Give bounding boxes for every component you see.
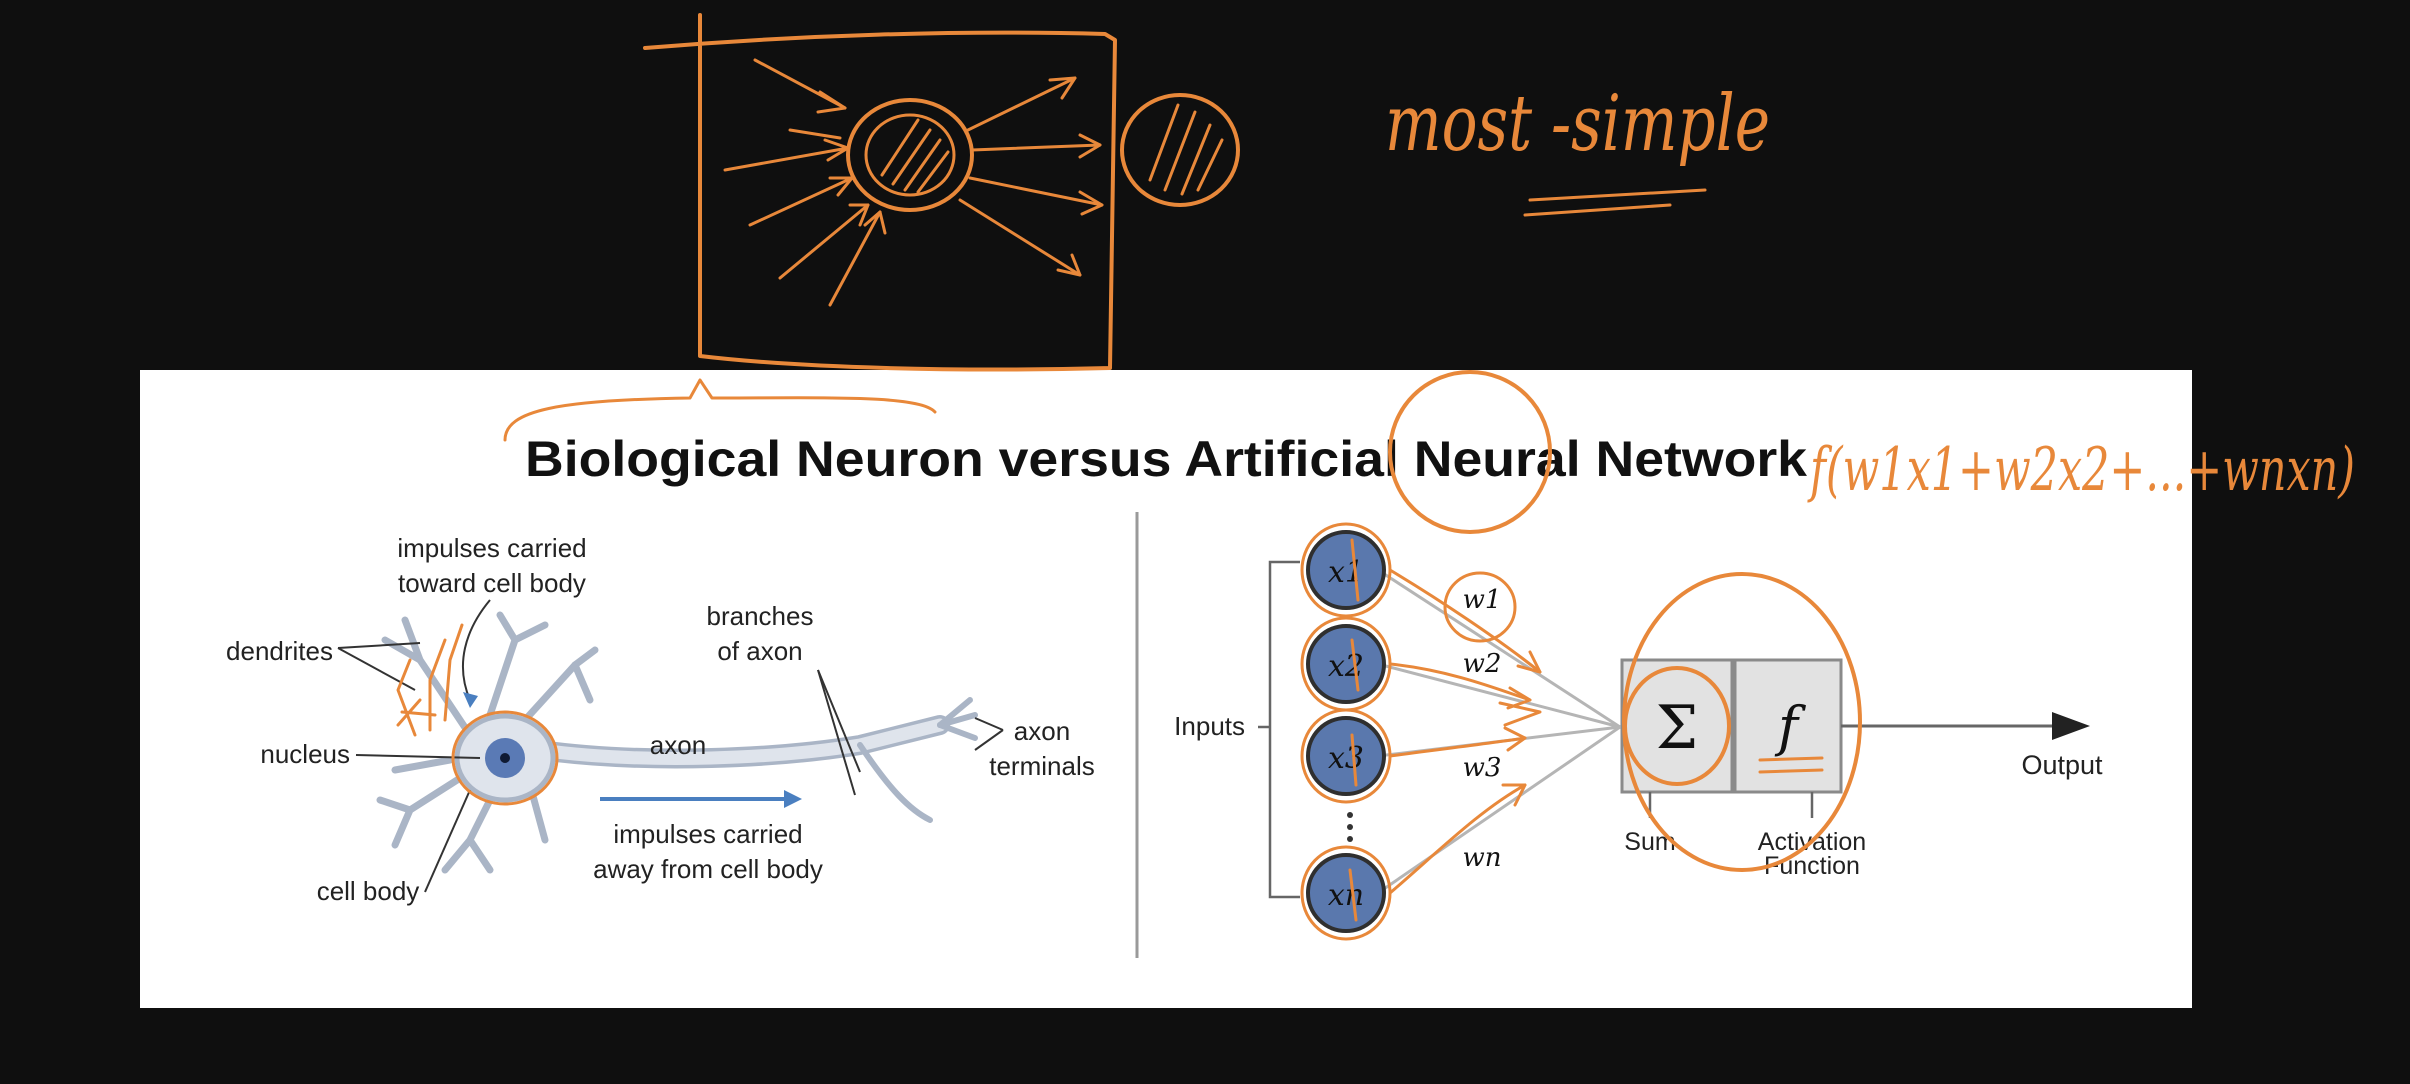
svg-text:x1: x1 (1328, 555, 1364, 590)
circle-neural (1388, 370, 1552, 534)
svg-text:xn: xn (1328, 878, 1364, 913)
svg-text:x2: x2 (1328, 649, 1364, 684)
input-node-x2: x2 (1306, 624, 1386, 704)
input-node-x1: x1 (1306, 530, 1386, 610)
biological-neuron-diagram: impulses carried toward cell body dendri… (226, 533, 1095, 906)
activation-label-line2: Function (1764, 852, 1860, 880)
impulses-away-line2: away from cell body (593, 854, 823, 884)
dendrites-label: dendrites (226, 636, 333, 666)
circle-neuron-unit (1622, 572, 1862, 872)
impulses-toward-line2: toward cell body (398, 568, 586, 598)
weight-w2: w2 (1463, 649, 1502, 679)
nucleus-label: nucleus (260, 739, 350, 769)
sketch-neuron (846, 98, 974, 212)
arrow-blue-icon (784, 790, 802, 808)
sum-label: Sum (1624, 828, 1675, 856)
handwritten-formula: f(w1x1+w2x2+...+wnxn) (1807, 435, 2355, 505)
axon-label: axon (650, 730, 706, 760)
slide-panel (140, 370, 2192, 1008)
sum-symbol: Σ (1656, 693, 1698, 763)
terminals-label-line1: axon (1014, 716, 1070, 746)
input-node-x3: x3 (1306, 716, 1386, 796)
annotation-layer: most -simple f(w1x1+w2x2+...+wnxn) (396, 13, 2355, 941)
input-node-xn: xn (1306, 853, 1386, 933)
weight-w3: w3 (1463, 753, 1502, 783)
slide-title: Biological Neuron versus Artificial Neur… (525, 431, 1807, 487)
brace-annotation (503, 378, 937, 442)
branches-label-line2: of axon (717, 636, 802, 666)
output-label: Output (2021, 750, 2103, 780)
svg-text:x3: x3 (1328, 741, 1364, 776)
impulses-toward-line1: impulses carried (397, 533, 586, 563)
impulses-away-line1: impulses carried (613, 819, 802, 849)
inputs-label: Inputs (1174, 711, 1245, 741)
sketch-box (643, 13, 1117, 372)
sketch-neuron-2 (1120, 93, 1240, 207)
branches-label-line1: branches (707, 601, 814, 631)
weight-wn: wn (1463, 843, 1502, 873)
cell-body-label: cell body (317, 876, 420, 906)
output-arrow-icon (2052, 712, 2090, 740)
terminals-label-line2: terminals (989, 751, 1094, 781)
weight-w1: w1 (1463, 585, 1502, 615)
note-most-simple: most -simple (1385, 79, 1770, 169)
